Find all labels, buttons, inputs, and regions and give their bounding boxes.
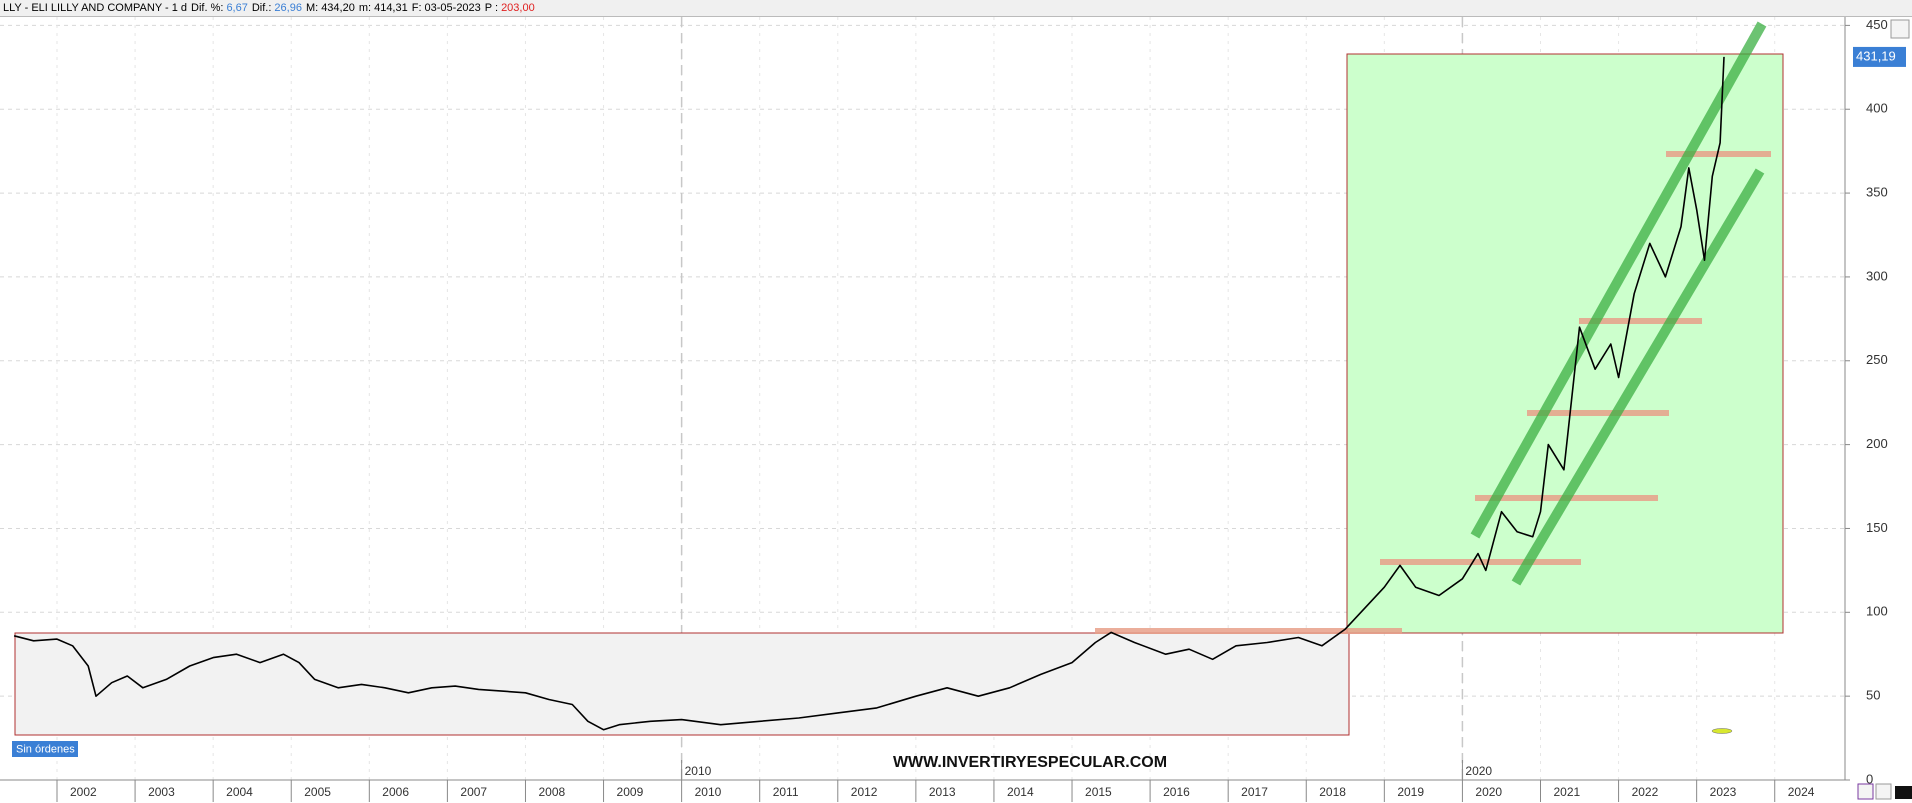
x-tick-label: 2019 xyxy=(1397,785,1424,799)
corner-button[interactable] xyxy=(1890,19,1910,39)
x-tick-label: 2006 xyxy=(382,785,409,799)
stat-value: 203,00 xyxy=(501,2,535,14)
chart: Sin órdenes WWW.INVERTIRYESPECULAR.COM 0… xyxy=(0,17,1912,803)
y-tick-label: 300 xyxy=(1866,268,1888,283)
x-tick-label: 2024 xyxy=(1788,785,1815,799)
era-label: 2010 xyxy=(685,764,712,778)
stat-value: 414,31 xyxy=(374,2,408,14)
stat-value: 26,96 xyxy=(274,2,302,14)
channel-line xyxy=(1470,21,1767,539)
y-tick-label: 450 xyxy=(1866,17,1888,32)
x-tick-label: 2023 xyxy=(1710,785,1737,799)
y-tick-label: 100 xyxy=(1866,604,1888,619)
x-tick-label: 2022 xyxy=(1632,785,1659,799)
channel-line xyxy=(1511,168,1765,586)
x-tick-label: 2010 xyxy=(695,785,722,799)
last-price-tag xyxy=(1853,46,1906,67)
x-tick-label: 2016 xyxy=(1163,785,1190,799)
stat-label: Dif.: xyxy=(251,2,272,14)
watermark: WWW.INVERTIRYESPECULAR.COM xyxy=(893,754,1167,771)
x-tick-label: 2017 xyxy=(1241,785,1268,799)
x-tick-label: 2009 xyxy=(617,785,644,799)
status-text: Sin órdenes xyxy=(16,743,75,755)
stat-label: P : xyxy=(484,2,499,14)
stat-label: m: xyxy=(358,2,372,14)
y-tick-label: 50 xyxy=(1866,688,1880,703)
trend-channel xyxy=(1470,21,1767,586)
last-price-label: 431,19 xyxy=(1856,48,1896,63)
y-tick-label: 400 xyxy=(1866,101,1888,116)
y-axis-area xyxy=(1845,17,1912,780)
stat-value: 03-05-2023 xyxy=(424,2,481,14)
x-axis-area xyxy=(0,780,1912,803)
x-tick-label: 2007 xyxy=(460,785,487,799)
status-badge xyxy=(12,741,78,757)
chart-title: LLY - ELI LILLY AND COMPANY - 1 d xyxy=(3,2,188,14)
era-label: 2020 xyxy=(1465,764,1492,778)
stat-label: Dif. %: xyxy=(191,2,224,14)
stat-value: 6,67 xyxy=(226,2,248,14)
x-tick-label: 2021 xyxy=(1553,785,1580,799)
price-line xyxy=(13,56,1725,731)
x-tick-label: 2012 xyxy=(851,785,878,799)
trend-box xyxy=(1346,53,1784,634)
tool-button[interactable] xyxy=(1875,783,1892,800)
save-button[interactable] xyxy=(1857,783,1874,800)
x-tick-label: 2008 xyxy=(538,785,565,799)
x-tick-label: 2003 xyxy=(148,785,175,799)
x-tick-label: 2015 xyxy=(1085,785,1112,799)
y-tick-label: 250 xyxy=(1866,352,1888,367)
header-bar: LLY - ELI LILLY AND COMPANY - 1 d Dif. %:… xyxy=(0,0,1912,17)
x-tick-label: 2011 xyxy=(773,785,799,799)
x-tick-label: 2020 xyxy=(1475,785,1502,799)
x-tick-label: 2002 xyxy=(70,785,97,799)
y-tick-label: 0 xyxy=(1866,771,1873,786)
tool-button[interactable] xyxy=(1895,786,1912,799)
x-tick-label: 2014 xyxy=(1007,785,1034,799)
y-tick-label: 200 xyxy=(1866,436,1888,451)
x-tick-label: 2005 xyxy=(304,785,331,799)
y-tick-label: 350 xyxy=(1866,185,1888,200)
marker-ellipse xyxy=(1711,728,1733,734)
stat-label: F: xyxy=(411,2,422,14)
range-box xyxy=(14,632,1350,736)
x-tick-label: 2018 xyxy=(1319,785,1346,799)
x-tick-label: 2004 xyxy=(226,785,253,799)
stat-label: M: xyxy=(305,2,319,14)
x-tick-label: 2013 xyxy=(929,785,956,799)
stat-value: 434,20 xyxy=(321,2,355,14)
y-tick-label: 150 xyxy=(1866,520,1888,535)
